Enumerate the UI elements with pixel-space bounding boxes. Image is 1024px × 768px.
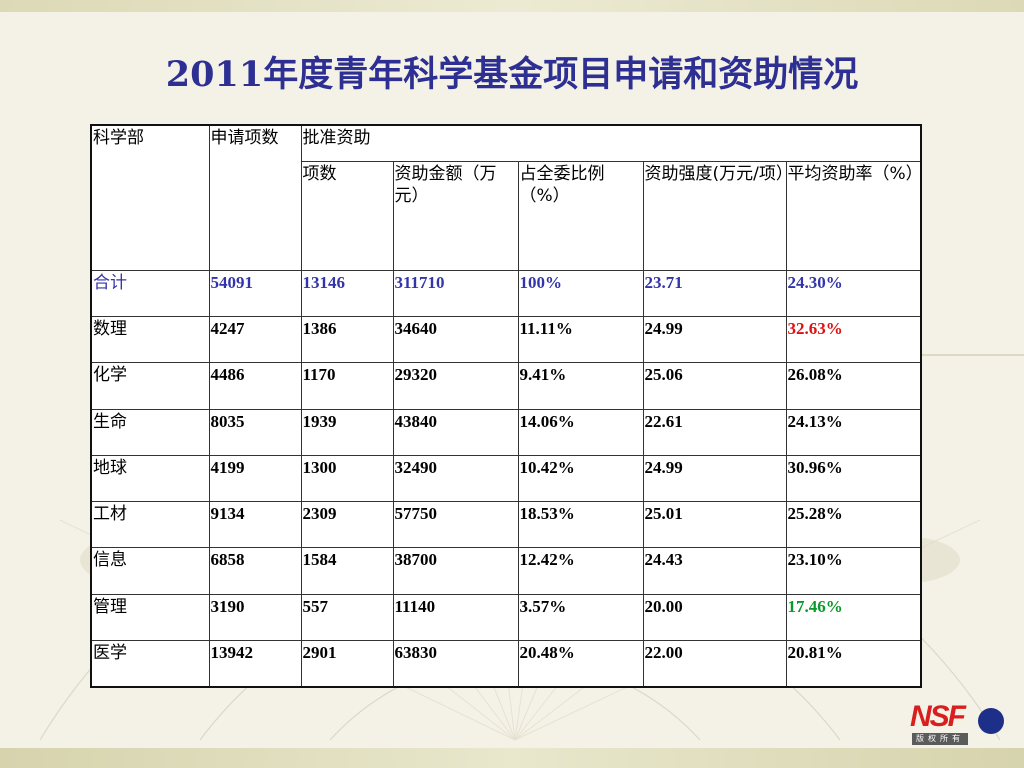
cell-intensity: 22.61 bbox=[642, 408, 787, 456]
cell-dept: 医学 bbox=[90, 640, 210, 688]
cell-items: 2309 bbox=[300, 501, 394, 549]
cell-intensity: 22.00 bbox=[642, 640, 787, 688]
cell-apps: 6858 bbox=[208, 547, 302, 595]
cell-share: 14.06% bbox=[517, 408, 644, 456]
header-rate: 平均资助率（%） bbox=[785, 160, 922, 271]
cell-items: 1584 bbox=[300, 547, 394, 595]
cell-apps: 3190 bbox=[208, 593, 302, 642]
cell-share: 12.42% bbox=[517, 547, 644, 595]
cell-rate: 20.81% bbox=[785, 640, 922, 688]
cell-amount: 29320 bbox=[392, 362, 519, 410]
cell-share: 10.42% bbox=[517, 454, 644, 503]
cell-dept: 化学 bbox=[90, 362, 210, 410]
header-applications: 申请项数 bbox=[208, 124, 302, 271]
cell-items: 1939 bbox=[300, 408, 394, 456]
cell-amount: 57750 bbox=[392, 501, 519, 549]
nsfc-logo-text: NSF bbox=[910, 700, 966, 733]
cell-dept: 地球 bbox=[90, 454, 210, 503]
table-row-total: 合计 54091 13146 311710 100% 23.71 24.30% bbox=[90, 269, 922, 317]
header-intensity: 资助强度(万元/项） bbox=[642, 160, 787, 271]
cell-items: 2901 bbox=[300, 640, 394, 688]
cell-amount: 38700 bbox=[392, 547, 519, 595]
cell-dept: 工材 bbox=[90, 501, 210, 549]
cell-share: 18.53% bbox=[517, 501, 644, 549]
cell-rate: 23.10% bbox=[785, 547, 922, 595]
table-row: 信息 6858 1584 38700 12.42% 24.43 23.10% bbox=[90, 547, 922, 595]
cell-items: 557 bbox=[300, 593, 394, 642]
cell-rate: 26.08% bbox=[785, 362, 922, 410]
cell-share: 100% bbox=[517, 269, 644, 317]
table-row: 化学 4486 1170 29320 9.41% 25.06 26.08% bbox=[90, 362, 922, 410]
cell-apps: 4247 bbox=[208, 315, 302, 364]
cell-amount: 63830 bbox=[392, 640, 519, 688]
cell-intensity: 23.71 bbox=[642, 269, 787, 317]
header-items: 项数 bbox=[300, 160, 394, 271]
cell-amount: 11140 bbox=[392, 593, 519, 642]
cell-intensity: 20.00 bbox=[642, 593, 787, 642]
table-row: 医学 13942 2901 63830 20.48% 22.00 20.81% bbox=[90, 640, 922, 688]
cell-amount: 34640 bbox=[392, 315, 519, 364]
cell-dept: 合计 bbox=[90, 269, 210, 317]
cell-rate: 24.30% bbox=[785, 269, 922, 317]
cell-share: 9.41% bbox=[517, 362, 644, 410]
cell-intensity: 24.99 bbox=[642, 454, 787, 503]
cell-rate: 24.13% bbox=[785, 408, 922, 456]
cell-apps: 13942 bbox=[208, 640, 302, 688]
table-row: 地球 4199 1300 32490 10.42% 24.99 30.96% bbox=[90, 454, 922, 503]
cell-dept: 生命 bbox=[90, 408, 210, 456]
header-dept: 科学部 bbox=[90, 124, 210, 271]
cell-items: 1300 bbox=[300, 454, 394, 503]
cell-dept: 管理 bbox=[90, 593, 210, 642]
cell-apps: 9134 bbox=[208, 501, 302, 549]
header-amount: 资助金额（万元） bbox=[392, 160, 519, 271]
table-row: 生命 8035 1939 43840 14.06% 22.61 24.13% bbox=[90, 408, 922, 456]
cell-share: 3.57% bbox=[517, 593, 644, 642]
cell-share: 11.11% bbox=[517, 315, 644, 364]
nsfc-logo-dot-icon bbox=[978, 708, 1004, 734]
cell-intensity: 25.01 bbox=[642, 501, 787, 549]
top-band bbox=[0, 0, 1024, 12]
table-row: 工材 9134 2309 57750 18.53% 25.01 25.28% bbox=[90, 501, 922, 549]
cell-apps: 54091 bbox=[208, 269, 302, 317]
cell-apps: 4486 bbox=[208, 362, 302, 410]
bottom-band bbox=[0, 748, 1024, 768]
cell-intensity: 24.43 bbox=[642, 547, 787, 595]
cell-amount: 311710 bbox=[392, 269, 519, 317]
table-row: 管理 3190 557 11140 3.57% 20.00 17.46% bbox=[90, 593, 922, 642]
cell-dept: 信息 bbox=[90, 547, 210, 595]
cell-amount: 32490 bbox=[392, 454, 519, 503]
header-approved-group: 批准资助 bbox=[300, 124, 922, 162]
cell-share: 20.48% bbox=[517, 640, 644, 688]
cell-intensity: 24.99 bbox=[642, 315, 787, 364]
cell-dept: 数理 bbox=[90, 315, 210, 364]
copyright-label: 版权所有 bbox=[912, 733, 968, 745]
cell-rate-highest: 32.63% bbox=[785, 315, 922, 364]
page-title: 2011年度青年科学基金项目申请和资助情况 bbox=[165, 54, 859, 95]
header-share: 占全委比例（%） bbox=[517, 160, 644, 271]
funding-table: 科学部 申请项数 批准资助 项数 资助金额（万元） 占全委比例（%） 资助强度(… bbox=[90, 124, 923, 688]
cell-amount: 43840 bbox=[392, 408, 519, 456]
cell-rate: 25.28% bbox=[785, 501, 922, 549]
cell-items: 1170 bbox=[300, 362, 394, 410]
cell-apps: 4199 bbox=[208, 454, 302, 503]
cell-intensity: 25.06 bbox=[642, 362, 787, 410]
table-row: 数理 4247 1386 34640 11.11% 24.99 32.63% bbox=[90, 315, 922, 364]
cell-rate-lowest: 17.46% bbox=[785, 593, 922, 642]
cell-items: 13146 bbox=[300, 269, 394, 317]
cell-items: 1386 bbox=[300, 315, 394, 364]
cell-rate: 30.96% bbox=[785, 454, 922, 503]
cell-apps: 8035 bbox=[208, 408, 302, 456]
